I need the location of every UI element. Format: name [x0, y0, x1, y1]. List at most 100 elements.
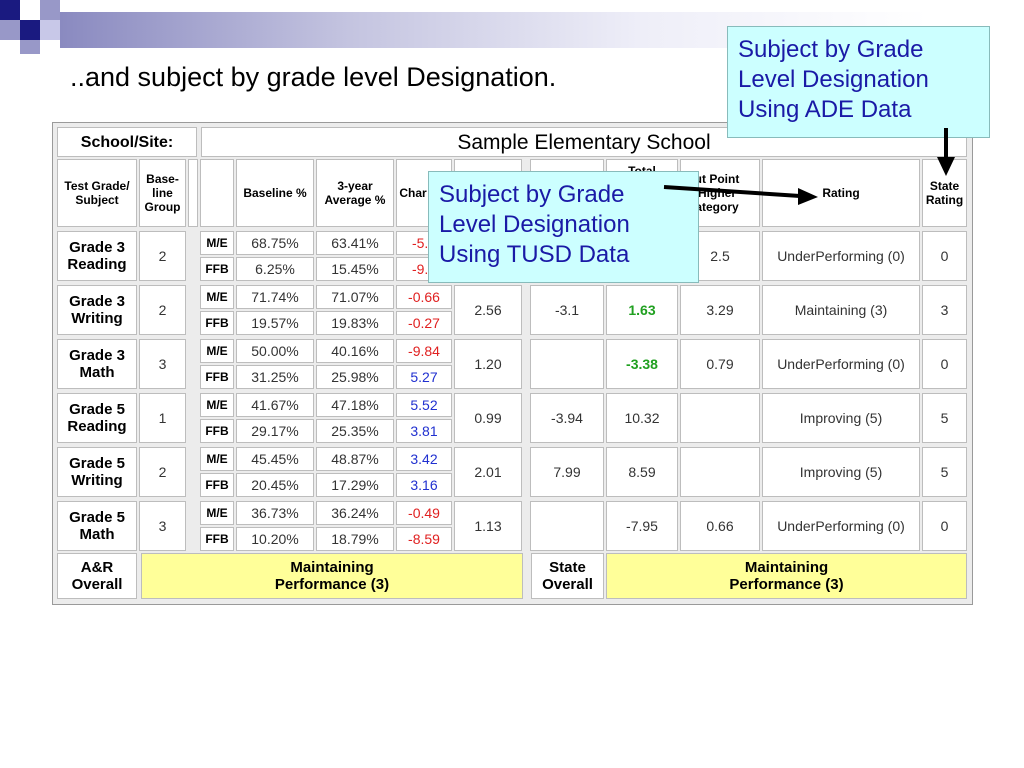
row-me-change: 3.42: [396, 447, 452, 471]
row-rating: Improving (5): [762, 393, 920, 443]
row-ffb-change: 5.27: [396, 365, 452, 389]
row-me-average: 36.24%: [316, 501, 394, 525]
row-ffb-change: 3.16: [396, 473, 452, 497]
header-baseline-pct: Baseline %: [236, 159, 314, 227]
row-state-rating: 3: [922, 285, 967, 335]
header-state-rating: State Rating: [922, 159, 967, 227]
row-cut-point: [680, 447, 760, 497]
slide-title: ..and subject by grade level Designation…: [70, 62, 557, 92]
row-ffb-change: -8.59: [396, 527, 452, 551]
row-col-c2: -3.1: [530, 285, 604, 335]
row-me-baseline: 36.73%: [236, 501, 314, 525]
row-ffb-label: FFB: [200, 473, 234, 497]
row-rating: Maintaining (3): [762, 285, 920, 335]
row-baseline-group: 1: [139, 393, 186, 443]
row-ffb-label: FFB: [200, 257, 234, 281]
row-me-label: M/E: [200, 393, 234, 417]
row-me-change: -0.66: [396, 285, 452, 309]
row-grade-subject: Grade 3 Writing: [57, 285, 137, 335]
row-ffb-average: 25.98%: [316, 365, 394, 389]
row-baseline-group: 3: [139, 501, 186, 551]
row-ffb-baseline: 6.25%: [236, 257, 314, 281]
row-rating: UnderPerforming (0): [762, 501, 920, 551]
row-total: 8.59: [606, 447, 678, 497]
row-me-baseline: 68.75%: [236, 231, 314, 255]
row-ffb-baseline: 10.20%: [236, 527, 314, 551]
header-baseline-group: Base- line Group: [139, 159, 186, 227]
row-baseline-group: 2: [139, 447, 186, 497]
row-ffb-baseline: 31.25%: [236, 365, 314, 389]
row-cut-point: 0.79: [680, 339, 760, 389]
row-state-rating: 5: [922, 447, 967, 497]
row-ffb-baseline: 20.45%: [236, 473, 314, 497]
row-me-average: 71.07%: [316, 285, 394, 309]
row-col-c2: -3.94: [530, 393, 604, 443]
row-cut-point: 3.29: [680, 285, 760, 335]
row-col-c1: 0.99: [454, 393, 522, 443]
row-col-c2: 7.99: [530, 447, 604, 497]
ar-overall-label: A&R Overall: [57, 553, 137, 599]
row-total: -7.95: [606, 501, 678, 551]
row-ffb-average: 18.79%: [316, 527, 394, 551]
row-ffb-average: 19.83%: [316, 311, 394, 335]
deco-square: [0, 20, 20, 40]
row-me-average: 63.41%: [316, 231, 394, 255]
row-me-average: 48.87%: [316, 447, 394, 471]
ar-overall-value: Maintaining Performance (3): [141, 553, 523, 599]
row-me-label: M/E: [200, 231, 234, 255]
row-ffb-baseline: 19.57%: [236, 311, 314, 335]
row-total: 10.32: [606, 393, 678, 443]
deco-square: [40, 0, 60, 20]
row-me-baseline: 71.74%: [236, 285, 314, 309]
row-me-average: 40.16%: [316, 339, 394, 363]
row-grade-subject: Grade 5 Reading: [57, 393, 137, 443]
row-baseline-group: 2: [139, 285, 186, 335]
row-me-baseline: 50.00%: [236, 339, 314, 363]
row-ffb-change: -0.27: [396, 311, 452, 335]
row-rating: UnderPerforming (0): [762, 231, 920, 281]
state-overall-label: State Overall: [531, 553, 604, 599]
row-ffb-average: 25.35%: [316, 419, 394, 443]
row-ffb-label: FFB: [200, 419, 234, 443]
header-blank: [200, 159, 234, 227]
deco-square: [0, 0, 20, 20]
row-col-c1: 2.01: [454, 447, 522, 497]
row-me-label: M/E: [200, 447, 234, 471]
deco-square: [20, 40, 40, 54]
row-me-label: M/E: [200, 339, 234, 363]
row-col-c2: [530, 339, 604, 389]
row-grade-subject: Grade 3 Math: [57, 339, 137, 389]
row-me-baseline: 41.67%: [236, 393, 314, 417]
row-grade-subject: Grade 5 Math: [57, 501, 137, 551]
row-ffb-baseline: 29.17%: [236, 419, 314, 443]
row-ffb-average: 15.45%: [316, 257, 394, 281]
row-ffb-label: FFB: [200, 527, 234, 551]
header-3yr-average: 3-year Average %: [316, 159, 394, 227]
row-total: -3.38: [606, 339, 678, 389]
row-ffb-label: FFB: [200, 365, 234, 389]
row-me-label: M/E: [200, 501, 234, 525]
header-spacer: [188, 159, 198, 227]
row-grade-subject: Grade 5 Writing: [57, 447, 137, 497]
row-cut-point: [680, 393, 760, 443]
row-me-change: 5.52: [396, 393, 452, 417]
row-state-rating: 5: [922, 393, 967, 443]
row-grade-subject: Grade 3 Reading: [57, 231, 137, 281]
state-overall-value: Maintaining Performance (3): [606, 553, 967, 599]
row-me-baseline: 45.45%: [236, 447, 314, 471]
row-me-change: -9.84: [396, 339, 452, 363]
row-col-c1: 1.13: [454, 501, 522, 551]
row-ffb-change: 3.81: [396, 419, 452, 443]
row-baseline-group: 3: [139, 339, 186, 389]
row-col-c2: [530, 501, 604, 551]
deco-square: [20, 0, 40, 20]
row-ffb-label: FFB: [200, 311, 234, 335]
row-state-rating: 0: [922, 501, 967, 551]
row-ffb-average: 17.29%: [316, 473, 394, 497]
row-me-label: M/E: [200, 285, 234, 309]
row-baseline-group: 2: [139, 231, 186, 281]
school-site-label: School/Site:: [57, 127, 197, 157]
row-cut-point: 0.66: [680, 501, 760, 551]
deco-square: [20, 20, 40, 40]
deco-square: [40, 20, 60, 40]
